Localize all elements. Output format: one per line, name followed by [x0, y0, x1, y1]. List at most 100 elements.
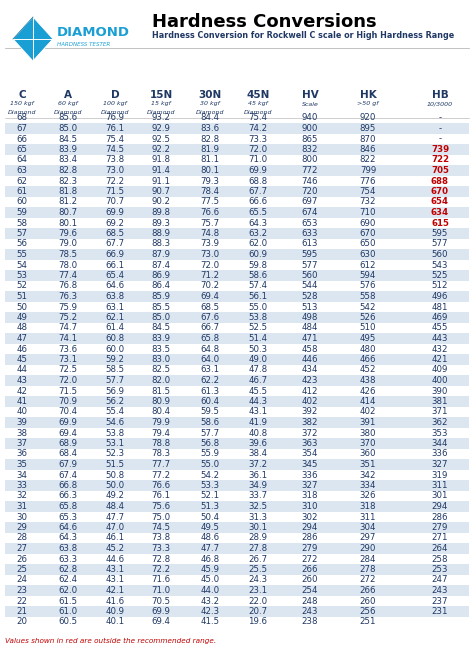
Text: 61: 61	[17, 187, 27, 196]
Text: 63.8: 63.8	[58, 544, 78, 553]
Text: Diamond: Diamond	[8, 110, 36, 115]
Text: 60 kgf: 60 kgf	[58, 102, 78, 106]
Text: 66.8: 66.8	[58, 481, 78, 490]
Text: 542: 542	[360, 303, 376, 312]
Text: 27: 27	[17, 544, 27, 553]
Text: 432: 432	[432, 344, 448, 353]
Text: 73.8: 73.8	[151, 533, 171, 542]
Text: 77.5: 77.5	[201, 198, 219, 207]
Text: 63.1: 63.1	[105, 303, 125, 312]
Text: 76.9: 76.9	[106, 113, 125, 123]
Text: 380: 380	[360, 428, 376, 437]
Text: 55.9: 55.9	[201, 449, 219, 458]
Text: 48.6: 48.6	[201, 533, 219, 542]
Text: 50.8: 50.8	[105, 471, 125, 479]
Text: 88.3: 88.3	[151, 239, 171, 248]
Text: HV: HV	[301, 90, 319, 100]
Text: 43.2: 43.2	[201, 597, 219, 606]
Text: 72.5: 72.5	[58, 366, 78, 374]
Text: 85.9: 85.9	[152, 292, 171, 301]
Text: 63.3: 63.3	[58, 554, 78, 563]
Text: 78.4: 78.4	[201, 187, 219, 196]
Text: 402: 402	[302, 397, 318, 406]
Text: 25: 25	[17, 565, 27, 574]
Text: 84.5: 84.5	[151, 323, 171, 333]
Text: 577: 577	[302, 261, 318, 269]
Text: 37: 37	[17, 439, 27, 448]
Text: 86.9: 86.9	[152, 271, 171, 280]
Text: 80.4: 80.4	[151, 408, 171, 417]
Text: 238: 238	[302, 617, 318, 627]
Bar	[5, 228, 469, 239]
Text: 30.1: 30.1	[248, 523, 267, 532]
Text: 79.9: 79.9	[152, 418, 171, 427]
Text: 15N: 15N	[149, 90, 173, 100]
Text: 48.4: 48.4	[105, 502, 125, 511]
Text: 286: 286	[302, 533, 318, 542]
Text: 469: 469	[432, 313, 448, 322]
Text: 71.0: 71.0	[151, 586, 171, 595]
Text: 78.0: 78.0	[58, 261, 78, 269]
Text: 26.7: 26.7	[248, 554, 267, 563]
Text: 23: 23	[17, 586, 27, 595]
Text: 458: 458	[302, 344, 318, 353]
Text: 81.9: 81.9	[201, 145, 219, 154]
Text: 353: 353	[432, 428, 448, 437]
Text: 79.0: 79.0	[58, 239, 78, 248]
Text: 362: 362	[432, 418, 448, 427]
Text: 49.5: 49.5	[201, 523, 219, 532]
Text: 87.4: 87.4	[151, 261, 171, 269]
Text: 58.6: 58.6	[248, 271, 267, 280]
Text: Scale: Scale	[301, 102, 319, 106]
Text: Diamond: Diamond	[54, 110, 82, 115]
Text: 443: 443	[432, 334, 448, 343]
Text: 83.0: 83.0	[151, 355, 171, 364]
Text: 45.9: 45.9	[201, 565, 219, 574]
Text: 50.0: 50.0	[105, 481, 125, 490]
Text: 76.8: 76.8	[58, 282, 78, 291]
Text: 90.2: 90.2	[152, 198, 171, 207]
Text: 231: 231	[432, 607, 448, 616]
Text: 799: 799	[360, 166, 376, 175]
Bar	[5, 606, 469, 617]
Text: 72.0: 72.0	[248, 145, 267, 154]
Text: 776: 776	[360, 177, 376, 186]
Text: 42: 42	[17, 387, 27, 396]
Text: 76.6: 76.6	[151, 481, 171, 490]
Text: 76.6: 76.6	[201, 208, 219, 217]
Bar	[5, 312, 469, 323]
Text: 697: 697	[302, 198, 318, 207]
Text: 46.7: 46.7	[248, 376, 267, 385]
Text: 71.5: 71.5	[105, 187, 125, 196]
Text: 20.7: 20.7	[248, 607, 267, 616]
Text: 52: 52	[17, 282, 27, 291]
Text: 297: 297	[360, 533, 376, 542]
Text: 33: 33	[17, 481, 27, 490]
Text: 71.5: 71.5	[58, 387, 78, 396]
Text: 73.3: 73.3	[248, 134, 267, 143]
Text: 74.8: 74.8	[201, 229, 219, 238]
Text: 670: 670	[431, 187, 449, 196]
Text: 653: 653	[302, 218, 318, 228]
Text: HK: HK	[360, 90, 376, 100]
Bar	[5, 481, 469, 491]
Text: 63.1: 63.1	[201, 366, 219, 374]
Text: 90.7: 90.7	[152, 187, 171, 196]
Text: 674: 674	[302, 208, 318, 217]
Text: 390: 390	[432, 387, 448, 396]
Text: 75.7: 75.7	[201, 218, 219, 228]
Text: Diamond: Diamond	[147, 110, 175, 115]
Text: 272: 272	[360, 576, 376, 584]
Text: 30N: 30N	[199, 90, 222, 100]
Text: 60.5: 60.5	[58, 617, 78, 627]
Text: 525: 525	[432, 271, 448, 280]
Text: 40: 40	[17, 408, 27, 417]
Text: 67: 67	[17, 124, 27, 133]
Bar	[5, 354, 469, 364]
Text: 363: 363	[302, 439, 318, 448]
Text: 284: 284	[360, 554, 376, 563]
Text: 89.8: 89.8	[152, 208, 171, 217]
Text: 294: 294	[302, 523, 318, 532]
Bar	[5, 123, 469, 134]
Text: 53.1: 53.1	[105, 439, 125, 448]
